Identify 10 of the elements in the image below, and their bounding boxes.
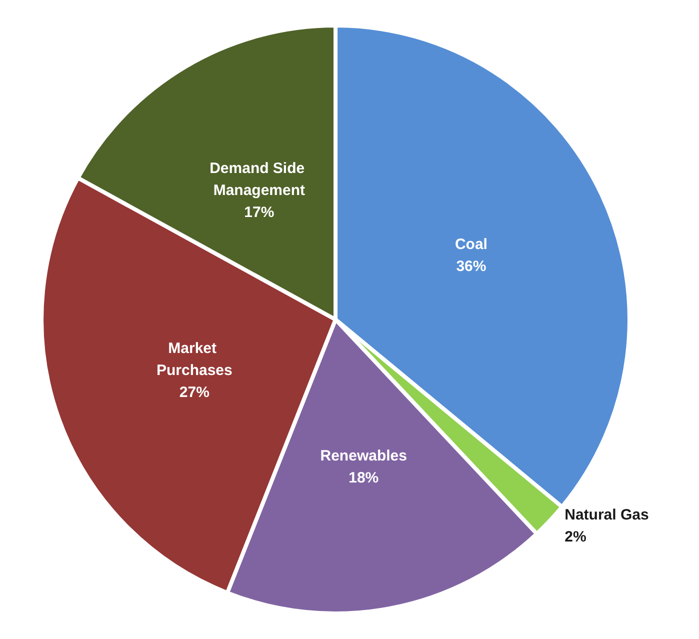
data-label: 27% [179,384,210,401]
slice-label: Coal [454,236,488,254]
slice-label: Natural Gas [564,506,649,524]
slice-label: Renewables [320,447,407,464]
data-label: 18% [348,469,379,486]
slice-label: Demand Side Management [210,160,309,199]
data-label: 17% [244,204,274,221]
data-label: 36% [456,258,486,276]
data-label: 2% [564,528,586,546]
slice-label: Market Purchases [156,340,232,379]
